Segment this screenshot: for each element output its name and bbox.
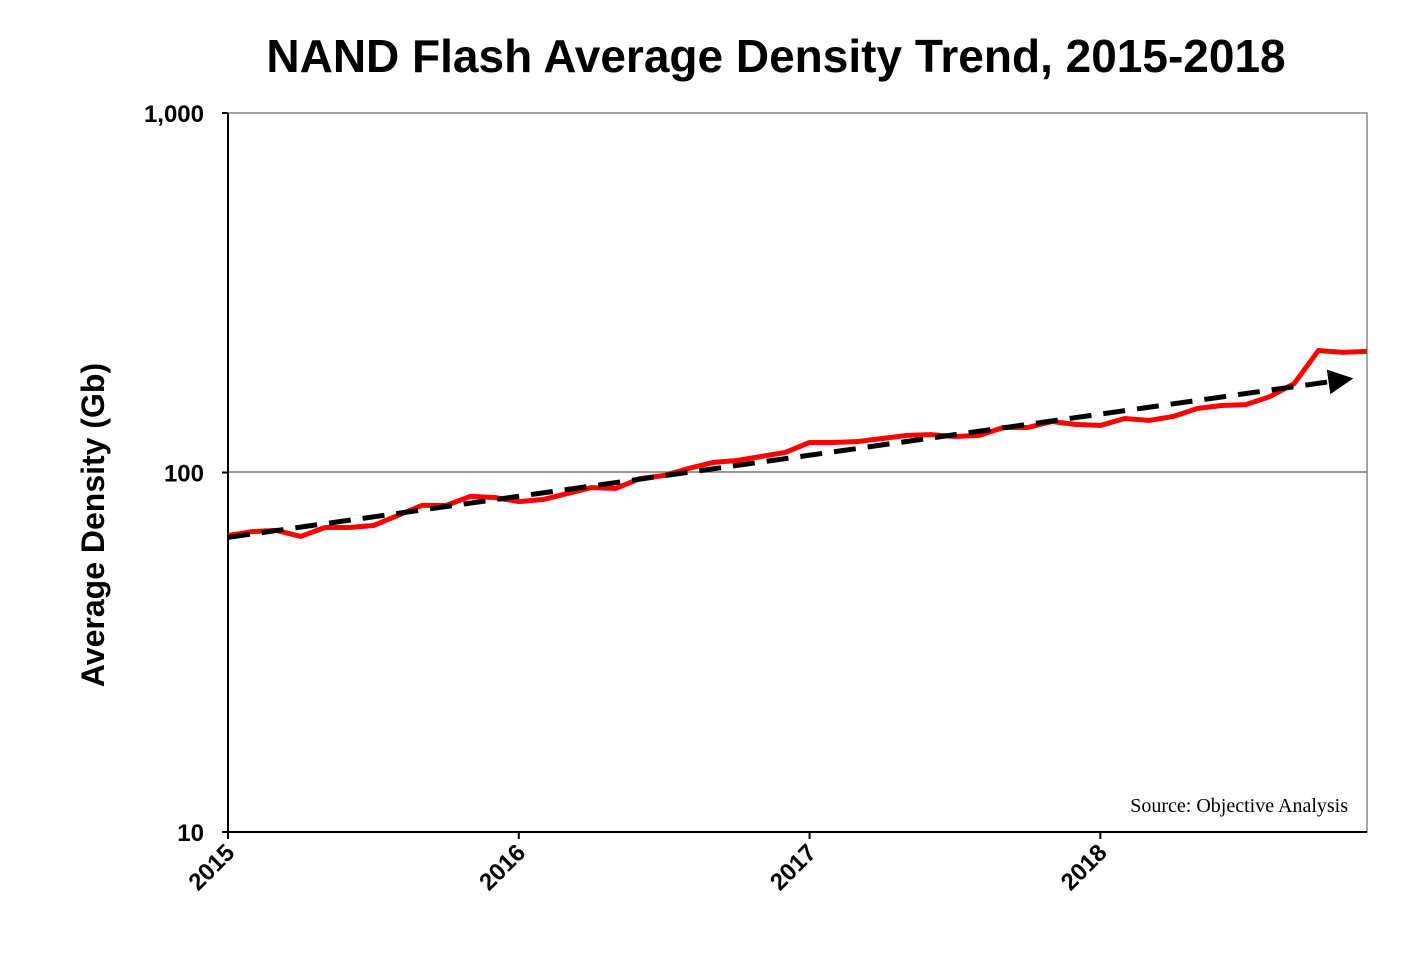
density-line xyxy=(227,347,1368,539)
y-tick-label: 10 xyxy=(177,820,204,847)
y-tick-label: 1,000 xyxy=(144,101,204,128)
x-tick-label: 2018 xyxy=(1056,839,1113,896)
x-tick-label: 2015 xyxy=(183,839,240,896)
source-annotation: Source: Objective Analysis xyxy=(1130,795,1348,817)
x-tick-label: 2016 xyxy=(474,839,531,896)
trend-arrow xyxy=(227,369,1354,540)
plot-area xyxy=(227,112,1368,833)
x-tick-label: 2017 xyxy=(765,839,822,896)
y-axis-label: Average Density (Gb) xyxy=(75,363,111,687)
chart-title: NAND Flash Average Density Trend, 2015-2… xyxy=(266,30,1285,82)
y-tick-label: 100 xyxy=(164,461,204,488)
